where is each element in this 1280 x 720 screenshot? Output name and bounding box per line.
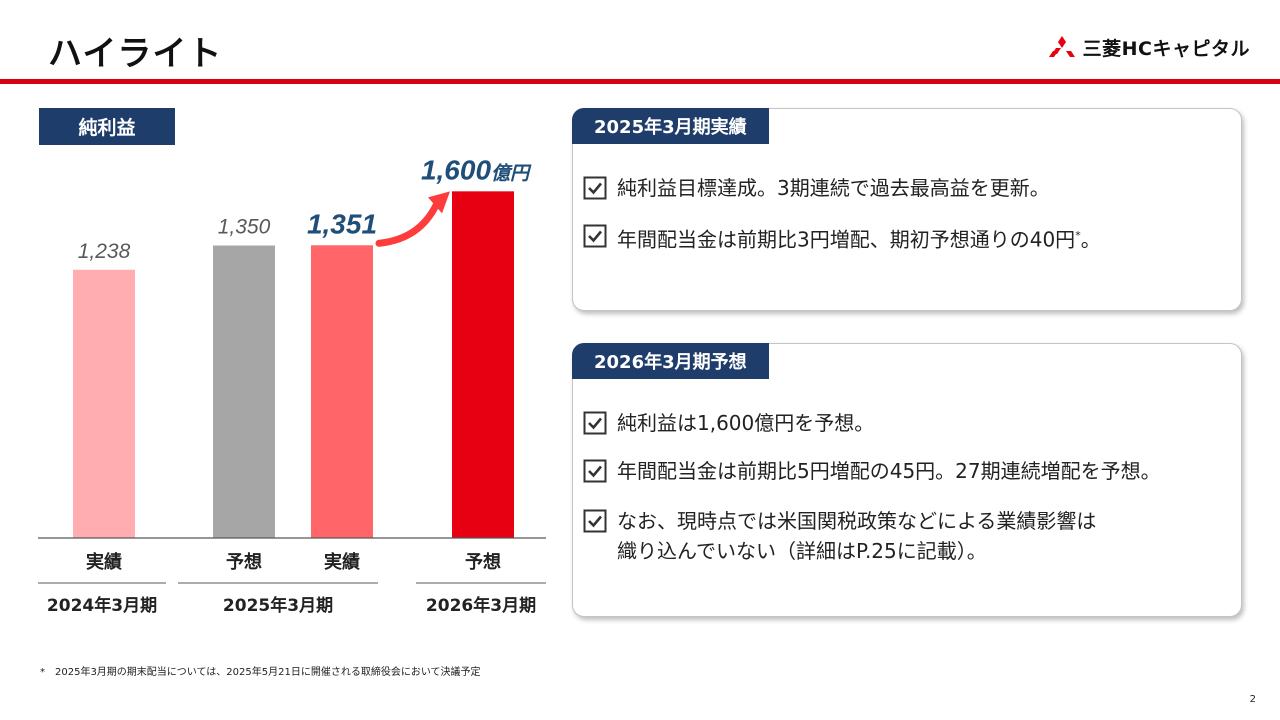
checkbox-checked-icon — [583, 176, 607, 200]
bar-3 — [452, 191, 514, 539]
list-item: 年間配当金は前期比3円増配、期初予想通りの40円*。 — [583, 221, 1101, 255]
group-label-2: 2026年3月期 — [426, 595, 536, 616]
list-item: なお、現時点では米国関税政策などによる業績影響は 織り込んでいない（詳細はP.2… — [583, 506, 1096, 566]
growth-arrow-shaft — [375, 201, 440, 247]
data-label-2: 1,351 — [307, 208, 377, 239]
panel-2026-forecast: 2026年3月期予想 純利益は1,600億円を予想。 年間配当金は前期比5円増配… — [572, 343, 1242, 617]
data-label-3: 1,600億円 — [421, 154, 532, 185]
data-label-1: 1,350 — [218, 216, 271, 239]
bullet-text: 純利益は1,600億円を予想。 — [617, 411, 875, 435]
bar-1 — [213, 245, 275, 538]
data-label-unit: 億円 — [491, 162, 532, 184]
group-label-0: 2024年3月期 — [47, 595, 157, 616]
bullet-text: 年間配当金は前期比3円増配、期初予想通りの40円 — [617, 227, 1076, 252]
category-label-2: 実績 — [324, 551, 360, 573]
checkbox-checked-icon — [583, 459, 607, 483]
data-label-0: 1,238 — [78, 240, 131, 263]
footnote-marker: * — [1075, 229, 1081, 242]
checkbox-checked-icon — [583, 224, 607, 248]
chart-label-net-income: 純利益 — [39, 108, 175, 145]
category-label-0: 実績 — [86, 551, 122, 573]
bar-2 — [311, 245, 373, 539]
three-diamonds-icon — [1048, 35, 1075, 57]
checkbox-checked-icon — [583, 509, 607, 533]
logo-text: 三菱HCキャピタル — [1082, 38, 1250, 60]
category-label-1: 予想 — [226, 551, 262, 573]
header-divider — [0, 79, 1280, 84]
category-label-3: 予想 — [465, 551, 501, 573]
bullet-text: 純利益目標達成。3期連続で過去最高益を更新。 — [617, 176, 1050, 200]
growth-arrow-head — [428, 191, 450, 214]
list-item: 純利益目標達成。3期連続で過去最高益を更新。 — [583, 173, 1050, 203]
bar-0 — [73, 269, 135, 538]
bullet-text-line2: 織り込んでいない（詳細はP.25に記載）。 — [617, 539, 987, 563]
company-logo: 三菱HCキャピタル — [1048, 34, 1250, 61]
panel-2025-results: 2025年3月期実績 純利益目標達成。3期連続で過去最高益を更新。 年間配当金は… — [572, 108, 1242, 311]
footnote: * 2025年3月期の期末配当については、2025年5月21日に開催される取締役… — [40, 667, 481, 678]
page-number: 2 — [1249, 694, 1256, 705]
panel-2026-heading: 2026年3月期予想 — [572, 343, 769, 379]
page-title: ハイライト — [48, 34, 223, 74]
panel-2025-heading: 2025年3月期実績 — [572, 108, 769, 144]
bullet-text: なお、現時点では米国関税政策などによる業績影響は — [617, 509, 1097, 533]
bullet-text: 年間配当金は前期比5円増配の45円。27期連続増配を予想。 — [617, 459, 1161, 483]
checkbox-checked-icon — [583, 411, 607, 435]
list-item: 純利益は1,600億円を予想。 — [583, 408, 874, 438]
group-label-1: 2025年3月期 — [223, 595, 333, 616]
bullet-text-tail: 。 — [1080, 227, 1101, 252]
list-item: 年間配当金は前期比5円増配の45円。27期連続増配を予想。 — [583, 456, 1161, 486]
